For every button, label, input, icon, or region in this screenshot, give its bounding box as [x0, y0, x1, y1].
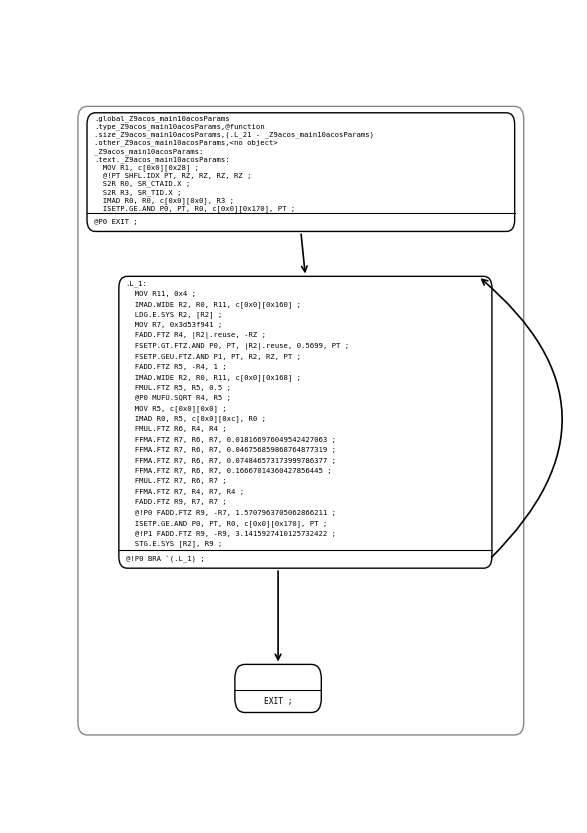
Text: FFMA.FTZ R7, R4, R7, R4 ;: FFMA.FTZ R7, R4, R7, R4 ;	[126, 489, 244, 495]
FancyArrowPatch shape	[301, 234, 307, 272]
Text: IMAD R0, R5, c[0x0][0xc], R0 ;: IMAD R0, R5, c[0x0][0xc], R0 ;	[126, 416, 266, 422]
FancyArrowPatch shape	[482, 279, 562, 557]
Text: IMAD.WIDE R2, R0, R11, c[0x0][0x168] ;: IMAD.WIDE R2, R0, R11, c[0x0][0x168] ;	[126, 374, 301, 381]
Text: FFMA.FTZ R7, R6, R7, 0.018166976049542427063 ;: FFMA.FTZ R7, R6, R7, 0.01816697604954242…	[126, 436, 336, 443]
Text: .L_1:: .L_1:	[126, 281, 147, 287]
Text: MOV R5, c[0x0][0x0] ;: MOV R5, c[0x0][0x0] ;	[126, 405, 227, 412]
Text: .other_Z9acos_main10acosParams,<no object>: .other_Z9acos_main10acosParams,<no objec…	[94, 140, 278, 147]
Text: IMAD.WIDE R2, R0, R11, c[0x0][0x160] ;: IMAD.WIDE R2, R0, R11, c[0x0][0x160] ;	[126, 301, 301, 308]
FancyBboxPatch shape	[235, 665, 321, 712]
Text: MOV R7, 0x3d53f941 ;: MOV R7, 0x3d53f941 ;	[126, 322, 222, 328]
Text: .text._Z9acos_main10acosParams:: .text._Z9acos_main10acosParams:	[94, 156, 230, 162]
Text: FMUL.FTZ R7, R6, R7 ;: FMUL.FTZ R7, R6, R7 ;	[126, 478, 227, 485]
Text: EXIT ;: EXIT ;	[264, 697, 292, 706]
Text: FSETP.GT.FTZ.AND P0, PT, |R2|.reuse, 0.5699, PT ;: FSETP.GT.FTZ.AND P0, PT, |R2|.reuse, 0.5…	[126, 342, 349, 350]
Text: FMUL.FTZ R6, R4, R4 ;: FMUL.FTZ R6, R4, R4 ;	[126, 426, 227, 432]
Text: IMAD R0, R0, c[0x0][0x0], R3 ;: IMAD R0, R0, c[0x0][0x0], R3 ;	[94, 197, 234, 204]
Text: S2R R3, SR_TID.X ;: S2R R3, SR_TID.X ;	[94, 189, 181, 196]
Text: FADD.FTZ R9, R7, R7 ;: FADD.FTZ R9, R7, R7 ;	[126, 499, 227, 506]
Text: FFMA.FTZ R7, R6, R7, 0.074846573173999786377 ;: FFMA.FTZ R7, R6, R7, 0.07484657317399978…	[126, 457, 336, 464]
Text: @!PT SHFL.IDX PT, RZ, RZ, RZ, RZ ;: @!PT SHFL.IDX PT, RZ, RZ, RZ, RZ ;	[94, 172, 251, 179]
Text: FMUL.FTZ R5, R5, 0.5 ;: FMUL.FTZ R5, R5, 0.5 ;	[126, 385, 231, 391]
FancyBboxPatch shape	[87, 112, 515, 232]
Text: FFMA.FTZ R7, R6, R7, 0.16667014360427856445 ;: FFMA.FTZ R7, R6, R7, 0.16667014360427856…	[126, 468, 331, 474]
Text: ISETP.GE.AND P0, PT, R0, c[0x0][0x170], PT ;: ISETP.GE.AND P0, PT, R0, c[0x0][0x170], …	[94, 205, 295, 212]
Text: MOV R1, c[0x0][0x28] ;: MOV R1, c[0x0][0x28] ;	[94, 164, 199, 171]
Text: @!P1 FADD.FTZ R9, -R9, 3.1415927410125732422 ;: @!P1 FADD.FTZ R9, -R9, 3.141592741012573…	[126, 531, 336, 536]
Text: .size_Z9acos_main10acosParams,(.L_21 - _Z9acos_main10acosParams): .size_Z9acos_main10acosParams,(.L_21 - _…	[94, 132, 374, 138]
Text: STG.E.SYS [R2], R9 ;: STG.E.SYS [R2], R9 ;	[126, 541, 222, 547]
Text: @P0 EXIT ;: @P0 EXIT ;	[94, 219, 137, 226]
Text: FADD.FTZ R4, |R2|.reuse, -RZ ;: FADD.FTZ R4, |R2|.reuse, -RZ ;	[126, 332, 266, 339]
Text: .global_Z9acos_main10acosParams: .global_Z9acos_main10acosParams	[94, 115, 230, 122]
FancyBboxPatch shape	[119, 277, 492, 568]
Text: MOV R11, 0x4 ;: MOV R11, 0x4 ;	[126, 291, 195, 297]
Text: S2R R0, SR_CTAID.X ;: S2R R0, SR_CTAID.X ;	[94, 181, 190, 187]
FancyArrowPatch shape	[275, 571, 281, 660]
Text: FADD.FTZ R5, -R4, 1 ;: FADD.FTZ R5, -R4, 1 ;	[126, 364, 227, 370]
Text: @P0 MUFU.SQRT R4, R5 ;: @P0 MUFU.SQRT R4, R5 ;	[126, 395, 231, 402]
Text: .type_Z9acos_main10acosParams,@function: .type_Z9acos_main10acosParams,@function	[94, 123, 265, 130]
Text: _Z9acos_main10acosParams:: _Z9acos_main10acosParams:	[94, 148, 203, 155]
Text: LDG.E.SYS R2, [R2] ;: LDG.E.SYS R2, [R2] ;	[126, 312, 222, 318]
Text: ISETP.GE.AND P0, PT, R0, c[0x0][0x170], PT ;: ISETP.GE.AND P0, PT, R0, c[0x0][0x170], …	[126, 520, 327, 526]
Text: @!P0 FADD.FTZ R9, -R7, 1.5707963705062866211 ;: @!P0 FADD.FTZ R9, -R7, 1.570796370506286…	[126, 510, 336, 516]
Text: FSETP.GEU.FTZ.AND P1, PT, R2, RZ, PT ;: FSETP.GEU.FTZ.AND P1, PT, R2, RZ, PT ;	[126, 353, 301, 360]
Text: FFMA.FTZ R7, R6, R7, 0.046756859868764877319 ;: FFMA.FTZ R7, R6, R7, 0.04675685986876487…	[126, 447, 336, 453]
Text: @!P0 BRA `(.L_1) ;: @!P0 BRA `(.L_1) ;	[126, 556, 204, 563]
FancyBboxPatch shape	[78, 107, 524, 735]
